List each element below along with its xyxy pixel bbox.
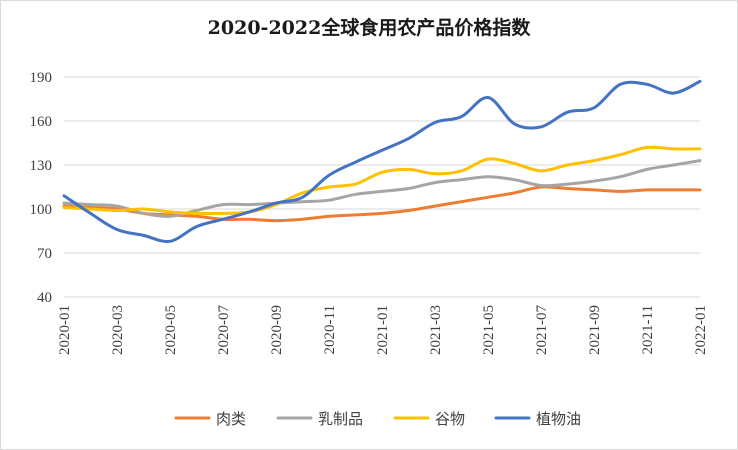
legend-label-dairy: 乳制品 bbox=[318, 410, 363, 428]
y-tick-label: 190 bbox=[30, 70, 53, 86]
x-tick-label: 2021-05 bbox=[481, 305, 497, 355]
x-tick-label: 2020-03 bbox=[110, 305, 126, 355]
legend-label-vegetable-oil: 植物油 bbox=[536, 410, 581, 428]
series-line-cereals bbox=[62, 145, 702, 216]
x-tick-label: 2020-05 bbox=[163, 305, 179, 355]
series-line-vegetable-oil bbox=[62, 79, 702, 244]
x-tick-label: 2020-07 bbox=[216, 305, 232, 355]
legend-label-meat: 肉类 bbox=[216, 410, 246, 428]
x-tick-label: 2022-01 bbox=[693, 305, 709, 355]
chart-title: 2020-2022全球食用农产品价格指数 bbox=[208, 16, 532, 39]
legend-label-cereals: 谷物 bbox=[435, 410, 465, 428]
x-tick-label: 2021-09 bbox=[587, 305, 603, 355]
y-tick-label: 130 bbox=[30, 158, 53, 174]
y-tick-label: 70 bbox=[37, 246, 52, 262]
x-tick-label: 2021-03 bbox=[428, 305, 444, 355]
x-tick-label: 2020-09 bbox=[269, 305, 285, 355]
y-tick-label: 160 bbox=[30, 114, 53, 130]
x-tick-label: 2021-01 bbox=[375, 305, 391, 355]
x-tick-label: 2020-01 bbox=[57, 305, 73, 355]
y-tick-label: 100 bbox=[30, 202, 53, 218]
y-tick-label: 40 bbox=[37, 290, 52, 306]
x-tick-label: 2020-11 bbox=[322, 305, 338, 354]
series-line-dairy bbox=[62, 159, 702, 218]
x-tick-label: 2021-07 bbox=[534, 305, 550, 355]
x-tick-label: 2021-11 bbox=[640, 305, 656, 354]
